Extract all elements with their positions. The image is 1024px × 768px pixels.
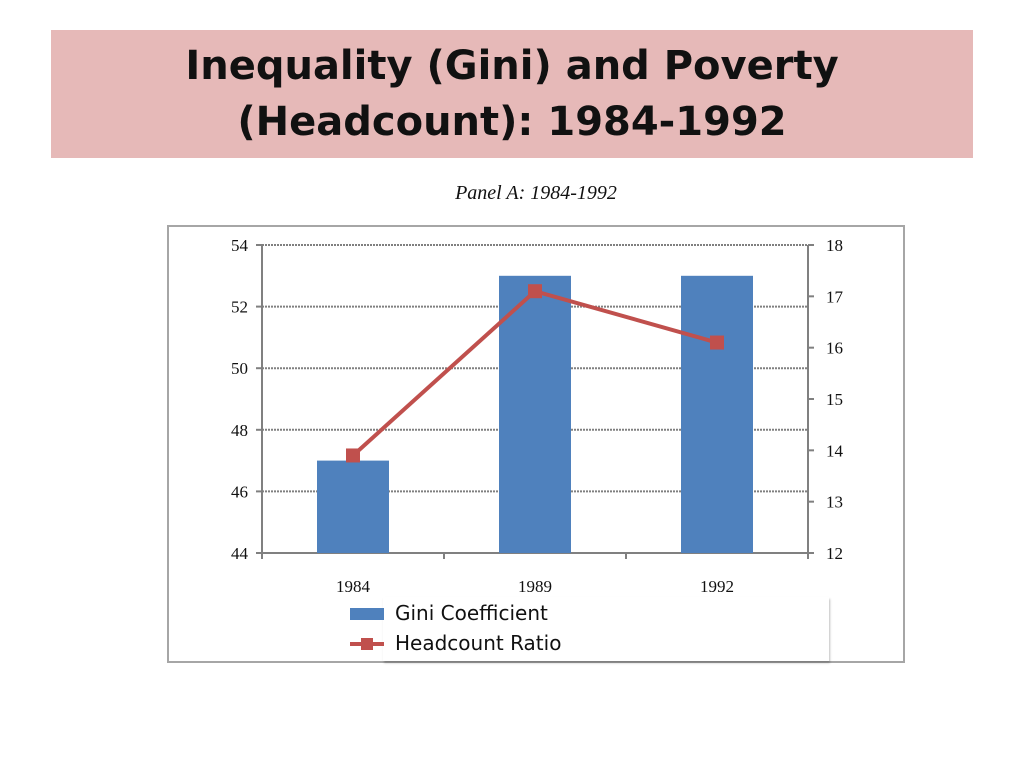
bar-gini-1984 <box>317 460 389 553</box>
x-tick-label: 1989 <box>518 577 552 596</box>
bar-gini-1989 <box>499 275 571 553</box>
legend-label-headcount: Headcount Ratio <box>395 631 562 655</box>
y-left-tick-label: 46 <box>231 482 248 501</box>
y-right-tick-label: 16 <box>826 339 843 358</box>
x-tick-label: 1992 <box>700 577 734 596</box>
marker-headcount-1989 <box>528 284 542 299</box>
legend-swatch-gini <box>345 599 389 627</box>
legend-item-gini: Gini Coefficient <box>345 599 548 627</box>
bar-gini-1992 <box>681 275 753 553</box>
y-right-tick-label: 17 <box>826 287 844 306</box>
y-right-tick-label: 14 <box>826 441 844 460</box>
panel-caption: Panel A: 1984-1992 <box>455 182 617 204</box>
legend-swatch-headcount <box>345 629 389 657</box>
slide-title: Inequality (Gini) and Poverty (Headcount… <box>185 43 839 145</box>
title-band: Inequality (Gini) and Poverty (Headcount… <box>51 30 973 158</box>
y-left-tick-label: 52 <box>231 298 248 317</box>
legend-label-gini: Gini Coefficient <box>395 601 548 625</box>
marker-headcount-1992 <box>710 335 724 350</box>
y-right-tick-label: 13 <box>826 493 843 512</box>
y-left-tick-label: 44 <box>231 544 249 563</box>
y-right-tick-label: 18 <box>826 236 843 255</box>
y-left-tick-label: 50 <box>231 359 248 378</box>
x-tick-label: 1984 <box>336 577 371 596</box>
y-right-tick-label: 15 <box>826 390 843 409</box>
y-right-tick-label: 12 <box>826 544 843 563</box>
chart-legend <box>383 597 829 661</box>
legend-item-headcount: Headcount Ratio <box>345 629 561 657</box>
y-left-tick-label: 54 <box>231 236 249 255</box>
y-left-tick-label: 48 <box>231 421 248 440</box>
marker-headcount-1984 <box>346 448 360 463</box>
